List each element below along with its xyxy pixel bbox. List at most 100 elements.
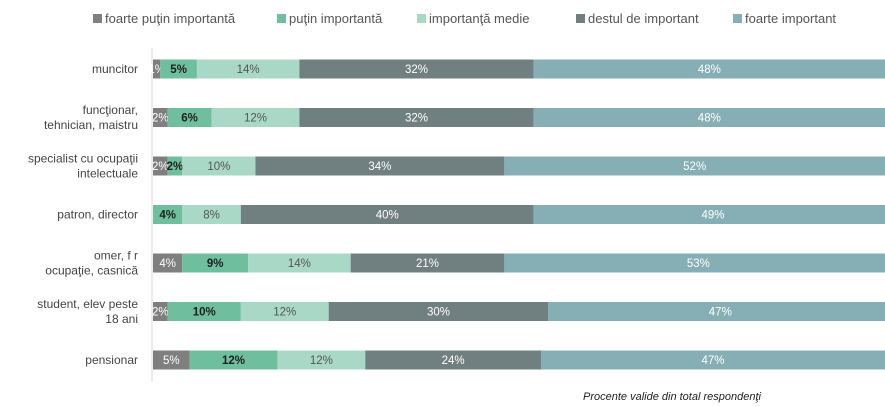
bar-segment bbox=[533, 108, 885, 127]
data-label: 52% bbox=[683, 161, 706, 173]
data-label: 49% bbox=[701, 210, 724, 222]
data-label: 30% bbox=[427, 307, 450, 319]
legend-swatch bbox=[277, 14, 286, 23]
bar-segment bbox=[153, 59, 161, 79]
data-label: 14% bbox=[288, 258, 311, 270]
legend-label: destul de important bbox=[588, 11, 699, 26]
data-label: 9% bbox=[207, 258, 224, 270]
data-label: 47% bbox=[709, 307, 732, 319]
category-label-line: student, elev peste bbox=[37, 297, 138, 311]
data-label: 32% bbox=[405, 113, 428, 125]
legend-label: foarte important bbox=[745, 11, 836, 26]
data-label: 47% bbox=[701, 355, 724, 367]
bar-segments: 1% 5% 14% 32% 48%2% 6% 12% 32% 48%2%2% 10% 34% 52%4… bbox=[148, 59, 885, 370]
bar-segment bbox=[211, 108, 300, 127]
category-label: student, elev peste 18 ani bbox=[37, 297, 138, 326]
data-label: 5% bbox=[170, 64, 187, 76]
data-label: 2% bbox=[152, 161, 169, 173]
bar-segment bbox=[153, 350, 190, 370]
data-label: 12% bbox=[244, 113, 267, 125]
category-label-line: patron, director bbox=[57, 208, 138, 222]
data-label: 6% bbox=[181, 113, 198, 125]
category-label: muncitor bbox=[92, 62, 138, 76]
data-label: 12% bbox=[310, 355, 333, 367]
data-label: 5% bbox=[163, 355, 180, 367]
bar-segment bbox=[167, 156, 183, 176]
data-label: 34% bbox=[368, 161, 391, 173]
bar-segment bbox=[299, 108, 534, 127]
bar-segment bbox=[167, 302, 241, 321]
category-label: specialist cu ocupaţii intelectuale bbox=[28, 152, 138, 181]
data-label: 48% bbox=[698, 64, 721, 76]
category-label: funcţionar, tehnician, maistru bbox=[44, 103, 138, 132]
category-label-line: ocupaţie, casnică bbox=[45, 264, 138, 278]
bar-segment bbox=[504, 253, 885, 273]
category-label: omer, f r ocupaţie, casnică bbox=[45, 249, 138, 278]
data-label: 2% bbox=[167, 161, 184, 173]
bar-segment bbox=[153, 205, 183, 224]
bar-segment bbox=[533, 59, 885, 79]
bar-segment bbox=[328, 302, 549, 321]
bar-segment bbox=[240, 205, 534, 224]
category-label-line: intelectuale bbox=[77, 167, 138, 181]
category-label: pensionar bbox=[85, 353, 138, 367]
legend-swatch bbox=[417, 14, 426, 23]
data-label: 21% bbox=[416, 258, 439, 270]
data-label: 53% bbox=[687, 258, 710, 270]
bar-segment bbox=[277, 350, 366, 370]
category-label-line: tehnician, maistru bbox=[44, 118, 138, 132]
legend-swatch bbox=[576, 14, 585, 23]
bar-segment bbox=[350, 253, 505, 273]
legend-label: foarte puţin importantă bbox=[105, 11, 236, 26]
legend-label: puţin importantă bbox=[289, 11, 383, 26]
category-labels: muncitor funcţionar, tehnician, maistru spe… bbox=[28, 62, 138, 367]
bar-segment bbox=[504, 156, 885, 176]
data-label: 8% bbox=[203, 210, 220, 222]
category-label-line: omer, f r bbox=[94, 249, 138, 263]
category-label-line: funcţionar, bbox=[83, 103, 138, 117]
category-label-line: muncitor bbox=[92, 62, 138, 76]
data-label: 14% bbox=[237, 64, 260, 76]
data-label: 24% bbox=[442, 355, 465, 367]
legend-swatch bbox=[733, 14, 742, 23]
data-label: 10% bbox=[193, 307, 216, 319]
data-label: 12% bbox=[273, 307, 296, 319]
category-label-line: 18 ani bbox=[105, 312, 138, 326]
bar-segment bbox=[153, 108, 168, 127]
bar-segment bbox=[153, 253, 183, 273]
data-label: 12% bbox=[222, 355, 245, 367]
bar-segment bbox=[540, 350, 885, 370]
bar-segment bbox=[548, 302, 885, 321]
category-label-line: pensionar bbox=[85, 353, 138, 367]
bar-segment bbox=[248, 253, 351, 273]
data-label: 48% bbox=[698, 113, 721, 125]
bar-segment bbox=[533, 205, 885, 224]
data-label: 40% bbox=[376, 210, 399, 222]
category-label: patron, director bbox=[57, 208, 138, 222]
data-label: 32% bbox=[405, 64, 428, 76]
legend-swatch bbox=[93, 14, 102, 23]
bar-segment bbox=[153, 156, 168, 176]
category-label-line: specialist cu ocupaţii bbox=[28, 152, 138, 166]
chart-legend: foarte puţin importantă puţin importantă i… bbox=[93, 11, 836, 26]
bar-segment bbox=[365, 350, 541, 370]
bar-segment bbox=[255, 156, 505, 176]
bar-segment bbox=[196, 59, 300, 79]
data-label: 10% bbox=[207, 161, 230, 173]
bar-segment bbox=[182, 156, 256, 176]
bar-segment bbox=[167, 108, 212, 127]
data-label: 2% bbox=[152, 307, 169, 319]
bar-segment bbox=[189, 350, 278, 370]
bar-segment bbox=[182, 205, 241, 224]
bar-segment bbox=[299, 59, 534, 79]
data-label: 4% bbox=[159, 258, 176, 270]
bar-segment bbox=[153, 302, 168, 321]
legend-label: importanţă medie bbox=[429, 11, 529, 26]
data-label: 2% bbox=[152, 113, 169, 125]
bar-segment bbox=[182, 253, 249, 273]
data-label: 4% bbox=[159, 210, 176, 222]
footnote: Procente valide din total respondenţi bbox=[583, 391, 762, 403]
bar-segment bbox=[160, 59, 197, 79]
bar-segment bbox=[240, 302, 329, 321]
